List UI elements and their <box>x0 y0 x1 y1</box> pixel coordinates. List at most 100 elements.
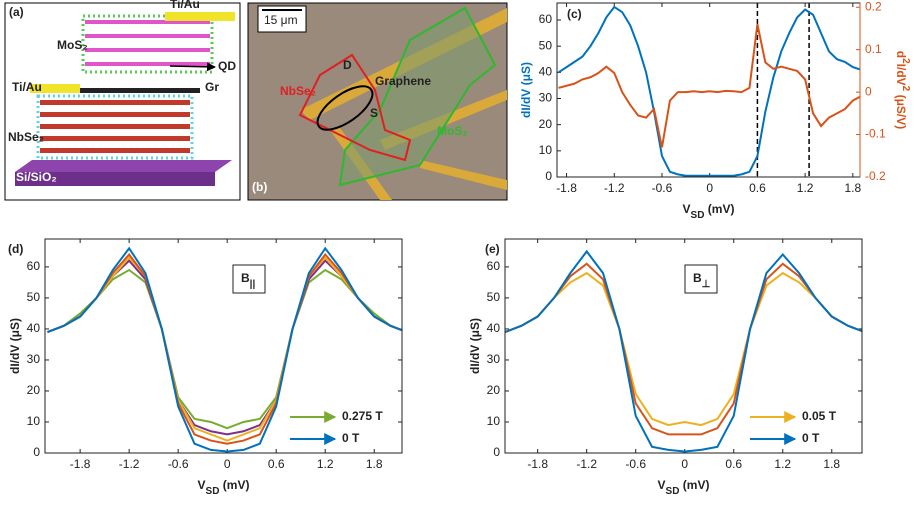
y-tick-label: 10 <box>539 143 553 157</box>
label: Gr <box>205 80 219 94</box>
x-axis-label-part: SD <box>691 210 705 221</box>
y-axis-label-part: dI/dV (μS) <box>8 318 22 374</box>
y-axis-label: dI/dV (μS) <box>468 318 482 374</box>
atoms <box>81 14 214 74</box>
x-tick-label: 0.6 <box>725 457 742 471</box>
legend-label: 0.275 T <box>342 409 383 423</box>
y2-axis-label-part: 2 <box>900 86 911 92</box>
y-axis-label: dI/dV (μS) <box>8 318 22 374</box>
axes-frame <box>504 238 863 454</box>
y-axis-label-part: dI/dV (μS) <box>519 62 533 118</box>
x-tick-label: -1.2 <box>576 457 597 471</box>
series-line <box>47 246 402 453</box>
x-tick-label: 1.2 <box>317 457 334 471</box>
series-line <box>47 252 402 445</box>
annotation: B|| <box>241 271 255 290</box>
x-tick-label: -0.6 <box>168 457 189 471</box>
x-tick-label: 0.6 <box>749 181 766 195</box>
x-tick-label: 1.8 <box>844 181 861 195</box>
x-tick-label: -0.6 <box>625 457 646 471</box>
x-tick-label: -1.8 <box>70 457 91 471</box>
substrate-side <box>15 172 215 186</box>
layer <box>85 34 210 38</box>
y-tick-label: 60 <box>539 12 553 26</box>
x-tick-label: 1.2 <box>797 181 814 195</box>
annotation-part: || <box>250 279 256 290</box>
electrode <box>420 160 507 190</box>
y-tick-label: 10 <box>487 414 501 428</box>
annotation-box <box>232 264 266 294</box>
y-tick-label: 50 <box>539 38 553 52</box>
label: D <box>343 58 352 72</box>
y2-tick-label: 0 <box>865 84 872 98</box>
y2-axis-label: d2I/dV2 (μS/V) <box>894 51 911 130</box>
y-tick-label: 60 <box>487 259 501 273</box>
x-tick-label: 1.2 <box>774 457 791 471</box>
legend-label: 0 T <box>342 431 360 445</box>
x-axis-label: VSD (mV) <box>683 202 735 221</box>
layer <box>40 112 190 117</box>
series-line <box>505 271 862 427</box>
layer <box>85 62 210 66</box>
annotation-part: B <box>241 271 250 285</box>
series-line <box>558 5 860 177</box>
panel-label: (e) <box>485 242 500 256</box>
label: NbSe₂ <box>280 84 316 98</box>
label: QD <box>218 59 236 73</box>
panel-b: 15 μm (b) D NbSe₂ Graphene S MoS₂ <box>247 2 508 201</box>
label: NbSe₂ <box>8 130 44 144</box>
y2-tick-label: 0.1 <box>865 42 882 56</box>
y2-axis-label-part: (μS/V) <box>894 91 908 129</box>
axes-frame <box>556 2 861 178</box>
series-line <box>505 249 862 453</box>
panel-label: (d) <box>8 242 23 256</box>
x-axis-label-part: V <box>198 478 206 492</box>
electrode <box>165 12 235 21</box>
y-tick-label: 20 <box>27 383 41 397</box>
x-tick-label: -0.6 <box>652 181 673 195</box>
substrate <box>15 160 232 172</box>
y-tick-label: 30 <box>539 91 553 105</box>
y-tick-label: 0 <box>33 445 40 459</box>
mos2-stack <box>81 14 214 74</box>
label: S <box>370 106 378 120</box>
x-tick-label: 1.8 <box>823 457 840 471</box>
layer <box>40 100 190 105</box>
x-axis-label-part: SD <box>666 486 680 497</box>
layer <box>40 136 190 141</box>
graphene-layer <box>60 88 200 93</box>
label: MoS₂ <box>57 38 88 52</box>
label: Graphene <box>375 74 431 88</box>
mos2-flake <box>338 6 497 187</box>
y-axis-label-part: dI/dV (μS) <box>468 318 482 374</box>
label: MoS₂ <box>437 124 468 138</box>
x-axis-label: VSD (mV) <box>658 478 710 497</box>
y-tick-label: 40 <box>27 321 41 335</box>
panel-label: (c) <box>567 7 582 21</box>
x-axis-label-part: V <box>683 202 691 216</box>
annotation-part: ⊥ <box>702 279 711 290</box>
y-tick-label: 10 <box>27 414 41 428</box>
graphene-flake <box>316 85 374 131</box>
annotation-part: B <box>693 271 702 285</box>
x-axis-label-part: (mV) <box>219 478 249 492</box>
annotation-box <box>684 264 718 294</box>
label: Si/SiO₂ <box>16 170 57 184</box>
y-tick-label: 50 <box>487 290 501 304</box>
x-axis-label-part: SD <box>206 486 220 497</box>
panel-label: (b) <box>252 180 267 194</box>
y-tick-label: 0 <box>545 169 552 183</box>
x-axis-label-part: (mV) <box>679 478 709 492</box>
x-tick-label: -1.2 <box>119 457 140 471</box>
x-tick-label: -1.8 <box>527 457 548 471</box>
x-axis-label-part: (mV) <box>704 202 734 216</box>
annotation: B⊥ <box>693 271 711 290</box>
nbse2-stack <box>36 94 194 160</box>
y-tick-label: 30 <box>27 352 41 366</box>
scale-label: 15 μm <box>264 13 298 27</box>
layer <box>40 148 190 153</box>
arrow <box>169 62 216 72</box>
y-tick-label: 40 <box>539 65 553 79</box>
x-tick-label: -1.2 <box>604 181 625 195</box>
x-tick-label: 0.6 <box>268 457 285 471</box>
